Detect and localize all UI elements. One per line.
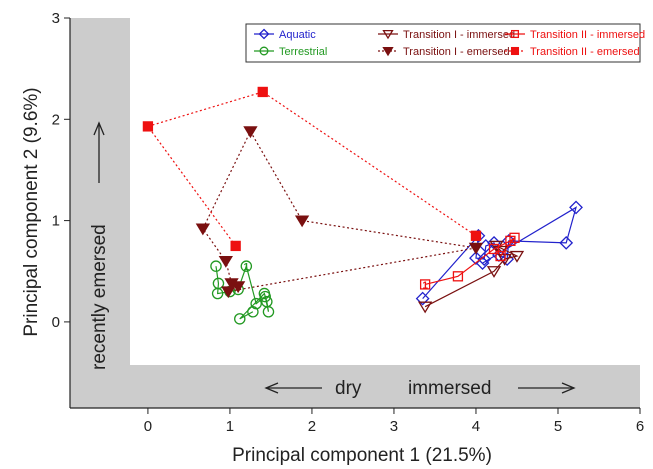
- legend-label: Transition I - emersed: [403, 46, 510, 58]
- legend-label: Transition II - immersed: [530, 29, 645, 41]
- series-transition-ii-emersed: [142, 86, 482, 252]
- data-point: [415, 291, 430, 306]
- x-tick-label: 4: [472, 418, 480, 435]
- data-point: [211, 287, 224, 300]
- shaded-region: [70, 18, 640, 408]
- data-point: [195, 223, 211, 236]
- annotation-immersed: immersed: [408, 378, 491, 399]
- data-point: [569, 200, 583, 215]
- data-point: [261, 295, 273, 308]
- x-tick-label: 6: [636, 418, 644, 435]
- y-tick-label: 2: [52, 111, 60, 128]
- legend-label: Transition I - immersed: [403, 29, 515, 41]
- legend: Aquatic Terrestrial Transition I - immerse…: [245, 23, 645, 63]
- point-label: 1: [244, 262, 250, 273]
- axes: 0 1 2 3 4 5 6 0 1 2 3: [52, 10, 645, 435]
- arrow-recently-emersed-head: [93, 121, 105, 136]
- legend-item: Terrestrial: [254, 46, 327, 58]
- data-point: [509, 250, 525, 263]
- data-point: [488, 243, 500, 255]
- legend-marker: [382, 29, 394, 40]
- x-tick-label: 0: [144, 418, 152, 435]
- series-line: [146, 91, 477, 247]
- series-line: [215, 264, 270, 320]
- data-point: [294, 215, 310, 228]
- point-label: 1: [422, 280, 428, 291]
- arrow-immersed-head: [561, 382, 576, 394]
- data-point: [470, 230, 482, 241]
- legend-marker: [259, 46, 269, 56]
- data-point: [243, 126, 258, 139]
- data-point: [495, 250, 506, 262]
- data-point: [230, 281, 246, 294]
- data-point: [468, 242, 484, 255]
- y-axis-title: Principal component 2 (9.6%): [21, 87, 42, 336]
- unshaded-region: [130, 18, 640, 365]
- data-point: [230, 240, 241, 252]
- y-tick-label: 0: [52, 314, 60, 331]
- legend-marker: [510, 29, 520, 39]
- legend-marker: [258, 28, 270, 40]
- data-point: [452, 271, 464, 282]
- data-point: [477, 252, 492, 267]
- x-tick-label: 2: [308, 418, 316, 435]
- legend-item: Transition II - immersed: [505, 29, 645, 41]
- data-point: [234, 313, 246, 325]
- series-line: [424, 237, 515, 285]
- legend-label: Transition II - emersed: [530, 46, 640, 58]
- data-point: [258, 287, 271, 300]
- data-point: [240, 260, 253, 272]
- annotation-dry: dry: [335, 378, 362, 399]
- data-point: [469, 251, 483, 265]
- legend-marker: [382, 46, 394, 57]
- data-point: [559, 235, 574, 250]
- legend-item: Transition I - immersed: [378, 29, 515, 41]
- data-point: [221, 286, 236, 299]
- annotation-recently-emersed: recently emersed: [89, 224, 110, 370]
- y-tick-label: 3: [52, 10, 60, 27]
- series-transition-i-emersed: [195, 126, 484, 299]
- data-point: [250, 297, 262, 310]
- legend-item: Transition II - emersed: [505, 46, 640, 58]
- legend-box: [245, 23, 641, 63]
- data-point: [247, 306, 259, 318]
- x-tick-label: 1: [226, 418, 234, 435]
- data-point: [509, 232, 520, 243]
- legend-item: Aquatic: [254, 28, 316, 41]
- legend-label: Terrestrial: [279, 46, 327, 58]
- series-terrestrial: [210, 260, 275, 325]
- data-point: [417, 301, 433, 314]
- y-tick-label: 1: [52, 213, 60, 230]
- series-transition-ii-immersed: [419, 232, 520, 290]
- data-point: [210, 260, 222, 272]
- x-tick-label: 5: [554, 418, 562, 435]
- x-axis-title: Principal component 1 (21.5%): [232, 445, 492, 466]
- legend-marker: [510, 46, 520, 56]
- legend-item: Transition I - emersed: [378, 46, 510, 58]
- series-layer: 11: [142, 86, 583, 325]
- legend-label: Aquatic: [279, 29, 316, 41]
- data-point: [419, 279, 431, 290]
- data-point: [486, 266, 502, 278]
- x-tick-label: 3: [390, 418, 398, 435]
- data-point: [142, 121, 154, 132]
- arrow-dry-head: [264, 382, 279, 394]
- data-point: [257, 86, 268, 98]
- data-point: [218, 255, 233, 268]
